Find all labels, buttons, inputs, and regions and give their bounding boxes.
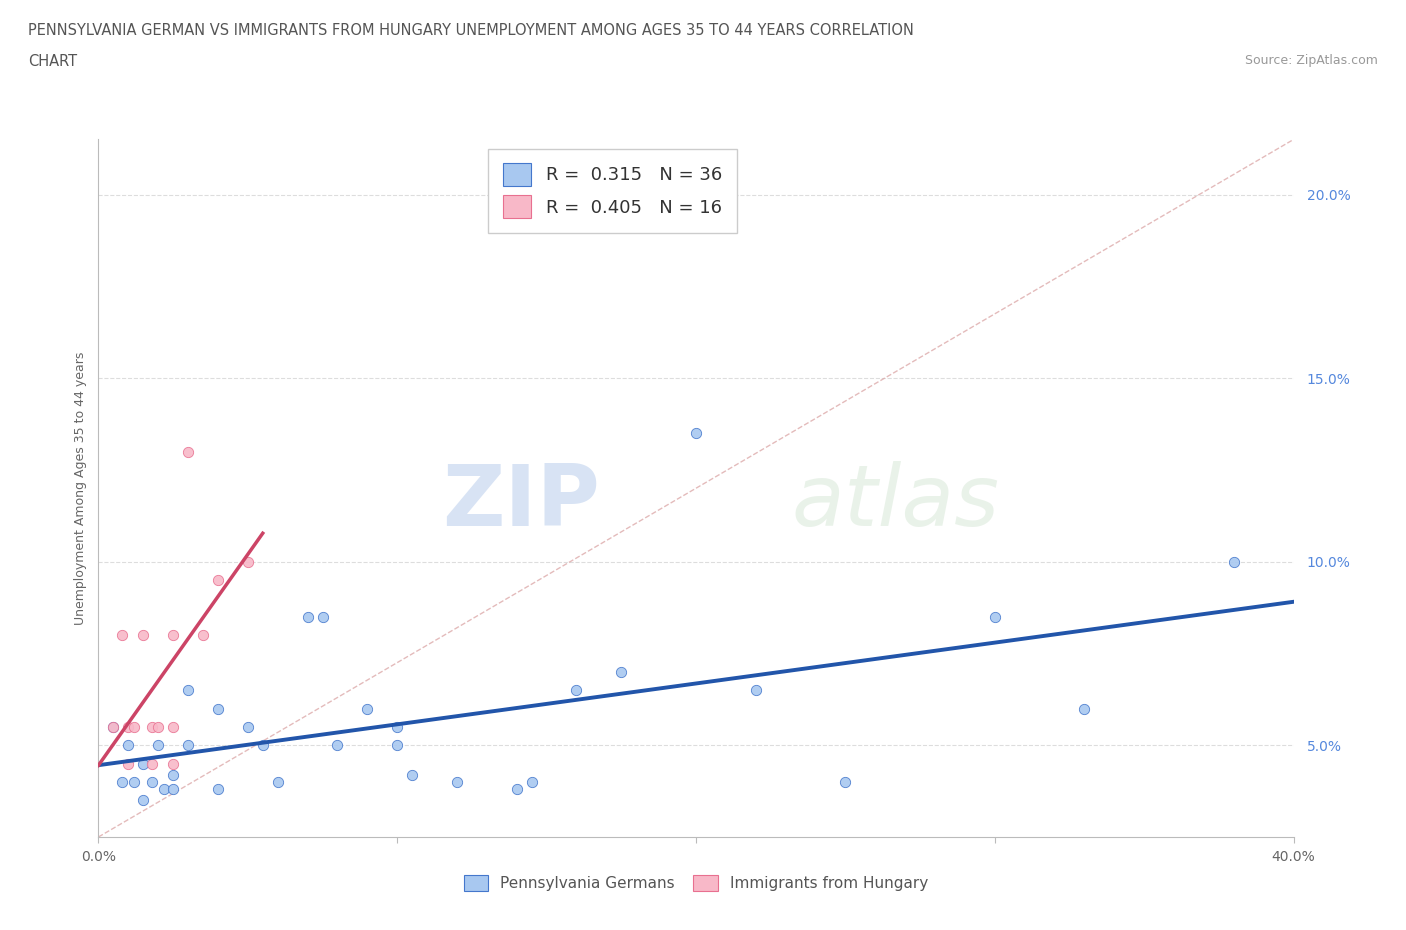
- Point: [252, 737, 274, 752]
- Point: [356, 701, 378, 716]
- Point: [236, 554, 259, 569]
- Point: [141, 775, 163, 790]
- Point: [565, 683, 588, 698]
- Point: [141, 756, 163, 771]
- Text: PENNSYLVANIA GERMAN VS IMMIGRANTS FROM HUNGARY UNEMPLOYMENT AMONG AGES 35 TO 44 : PENNSYLVANIA GERMAN VS IMMIGRANTS FROM H…: [28, 23, 914, 38]
- Point: [124, 720, 146, 735]
- Point: [153, 782, 176, 797]
- Text: atlas: atlas: [792, 460, 1000, 544]
- Point: [446, 775, 468, 790]
- Point: [117, 737, 139, 752]
- Point: [103, 720, 125, 735]
- Point: [1223, 554, 1246, 569]
- Point: [132, 756, 155, 771]
- Point: [236, 720, 259, 735]
- Point: [401, 767, 423, 782]
- Y-axis label: Unemployment Among Ages 35 to 44 years: Unemployment Among Ages 35 to 44 years: [75, 352, 87, 625]
- Point: [148, 737, 170, 752]
- Point: [191, 628, 214, 643]
- Point: [177, 445, 200, 459]
- Point: [385, 720, 409, 735]
- Point: [162, 782, 184, 797]
- Point: [834, 775, 856, 790]
- Point: [520, 775, 543, 790]
- Point: [117, 756, 139, 771]
- Point: [207, 573, 229, 588]
- Text: ZIP: ZIP: [443, 460, 600, 544]
- Point: [132, 793, 155, 808]
- Point: [177, 737, 200, 752]
- Point: [311, 609, 333, 624]
- Point: [267, 775, 290, 790]
- Point: [162, 628, 184, 643]
- Point: [983, 609, 1005, 624]
- Point: [685, 426, 707, 441]
- Point: [111, 775, 134, 790]
- Point: [177, 683, 200, 698]
- Point: [207, 701, 229, 716]
- Point: [610, 664, 633, 679]
- Point: [141, 720, 163, 735]
- Legend: Pennsylvania Germans, Immigrants from Hungary: Pennsylvania Germans, Immigrants from Hu…: [456, 868, 936, 899]
- Point: [132, 628, 155, 643]
- Point: [207, 782, 229, 797]
- Point: [162, 767, 184, 782]
- Point: [117, 720, 139, 735]
- Point: [103, 720, 125, 735]
- Point: [506, 782, 529, 797]
- Point: [385, 737, 409, 752]
- Point: [162, 756, 184, 771]
- Point: [1073, 701, 1095, 716]
- Text: Source: ZipAtlas.com: Source: ZipAtlas.com: [1244, 54, 1378, 67]
- Text: CHART: CHART: [28, 54, 77, 69]
- Point: [745, 683, 768, 698]
- Point: [162, 720, 184, 735]
- Point: [297, 609, 319, 624]
- Point: [148, 720, 170, 735]
- Point: [326, 737, 349, 752]
- Point: [111, 628, 134, 643]
- Point: [124, 775, 146, 790]
